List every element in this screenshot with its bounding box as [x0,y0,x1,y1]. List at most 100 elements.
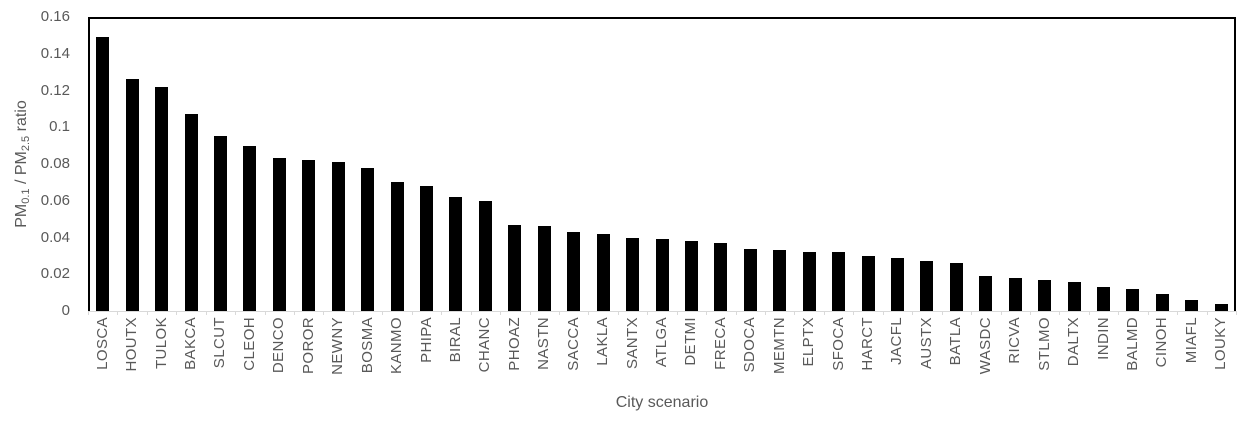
x-category-label-batla: BATLA [947,317,965,366]
x-axis-tick [470,311,472,315]
y-tick-label: 0 [61,302,70,319]
x-axis-tick [941,311,943,315]
x-axis-tick [1000,311,1002,315]
x-category-label-kanmo: KANMO [388,317,406,375]
x-category-label-detmi: DETMI [682,317,700,366]
x-axis-tick [1118,311,1120,315]
x-category-label-elptx: ELPTX [800,317,818,367]
bar-newny [331,162,345,311]
bar-kanmo [390,182,404,311]
x-category-label-louky: LOUKY [1212,317,1230,370]
x-axis-tick [647,311,649,315]
bar-batla [949,263,963,311]
x-axis-tick [823,311,825,315]
x-category-label-newny: NEWNY [329,317,347,375]
x-axis-tick [88,311,89,315]
x-axis-tick [558,311,560,315]
x-category-label-houtx: HOUTX [123,317,141,372]
x-axis-title: City scenario [615,394,709,411]
x-axis-tick [1206,311,1208,315]
bar-losca [96,37,110,311]
bar-santx [626,237,640,311]
bar-bakca [184,114,198,311]
x-axis-tick [765,311,767,315]
y-tick-label: 0.04 [40,228,70,246]
x-axis-tick [235,311,237,315]
bar-sfoca [832,252,846,311]
x-axis-tick [794,311,796,315]
x-category-label-tulok: TULOK [152,317,170,370]
x-axis-tick [1147,311,1149,315]
x-category-label-biral: BIRAL [446,317,464,363]
y-tick-label: 0.02 [40,265,70,283]
bar-chanc [478,200,492,311]
x-category-label-miafl: MIAFL [1182,317,1200,364]
bar-poror [302,160,316,311]
x-category-label-sfoca: SFOCA [829,317,847,371]
bar-stlmo [1038,279,1052,311]
x-axis-tick [352,311,354,315]
y-axis-title-subscript: 2.5 [20,135,32,152]
x-category-label-indin: INDIN [1094,317,1112,360]
bar-balmd [1126,288,1140,311]
bar-denco [272,158,286,311]
y-tick-label: 0.14 [40,44,70,62]
bar-memtn [773,250,787,311]
bar-phoaz [508,224,522,311]
bar-harct [861,255,875,311]
x-category-label-bosma: BOSMA [358,317,376,374]
x-category-label-slcut: SLCUT [211,317,229,369]
bar-freca [714,243,728,311]
x-axis-tick [264,311,266,315]
bar-houtx [125,79,139,311]
x-axis-tick [706,311,708,315]
x-axis-tick [912,311,914,315]
bar-lakla [596,233,610,311]
x-axis-tick [205,311,207,315]
x-axis-tick [1236,311,1237,315]
x-category-label-memtn: MEMTN [770,317,788,374]
x-axis-tick [500,311,502,315]
bar-elptx [802,252,816,311]
x-axis-tick [411,311,413,315]
x-axis-tick [676,311,678,315]
x-category-label-sdoca: SDOCA [741,317,759,373]
y-tick-label: 0.1 [49,118,70,136]
bar-sdoca [743,248,757,311]
x-axis-tick [1059,311,1061,315]
x-category-label-daltx: DALTX [1065,317,1083,367]
x-category-label-ricva: RICVA [1006,317,1024,364]
y-tick-label: 0.08 [40,155,70,172]
x-category-label-austx: AUSTX [917,317,935,370]
x-axis-tick [382,311,384,315]
x-axis-tick [617,311,619,315]
x-axis-tick [529,311,531,315]
x-category-label-cleoh: CLEOH [240,317,258,371]
x-axis-line [88,311,1236,312]
x-axis-tick [294,311,296,315]
x-category-label-poror: POROR [299,317,317,375]
bar-jacfl [890,257,904,311]
y-tick-label: 0.12 [40,81,70,99]
bar-tulok [155,86,169,311]
x-category-label-atlga: ATLGA [653,317,670,368]
x-axis-tick [1177,311,1179,315]
x-axis-tick [1088,311,1090,315]
x-category-label-denco: DENCO [270,317,288,374]
bar-wasdc [979,276,993,311]
x-axis-tick [735,311,737,315]
x-category-label-phipa: PHIPA [417,317,435,363]
x-category-label-phoaz: PHOAZ [505,317,523,371]
bar-miafl [1185,299,1199,311]
x-category-label-santx: SANTX [623,317,641,370]
bar-nastn [537,226,551,311]
x-category-label-chanc: CHANC [476,317,494,373]
x-category-label-wasdc: WASDC [976,317,994,375]
x-axis-tick [1029,311,1031,315]
x-axis-tick [117,311,119,315]
x-axis-tick [971,311,973,315]
x-category-label-balmd: BALMD [1123,317,1141,371]
x-axis-tick [176,311,178,315]
x-category-label-stlmo: STLMO [1035,317,1053,371]
